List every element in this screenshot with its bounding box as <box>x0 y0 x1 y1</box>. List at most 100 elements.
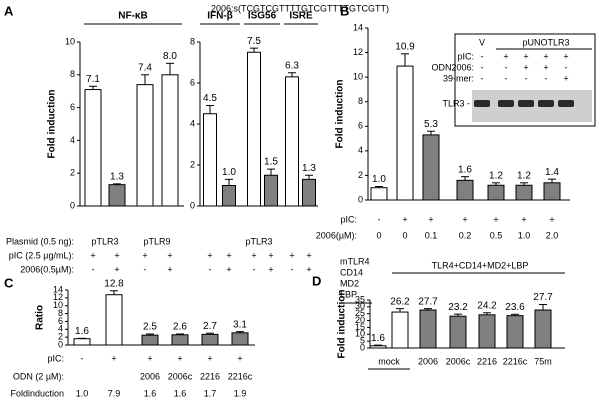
row-cell: + <box>493 214 498 224</box>
inset-row-label: 39-mer: <box>443 73 474 83</box>
y-tick-label: 12 <box>353 47 363 57</box>
row-cell: + <box>147 353 152 363</box>
bar <box>201 333 219 346</box>
x-tick-label: 2216 <box>477 356 497 366</box>
row-cell: + <box>428 214 433 224</box>
panel-letter: B <box>340 3 349 18</box>
row-cell: 2006c <box>168 371 193 381</box>
bar <box>264 174 278 207</box>
y-tick-label: 0 <box>358 194 363 204</box>
group-label: ISG56 <box>248 11 277 22</box>
row-cell: 2006 <box>140 371 160 381</box>
row-cell: - <box>92 264 95 274</box>
row-cell: 0.2 <box>459 230 472 240</box>
bar <box>105 294 123 346</box>
y-tick-label: 14 <box>53 284 63 294</box>
value-label: 1.2 <box>489 170 503 181</box>
y-tick-label: 6 <box>190 77 195 87</box>
row-cell: 1.0 <box>518 230 531 240</box>
y-tick-label: 35 <box>355 294 365 304</box>
y-tick-label: 6 <box>70 102 75 112</box>
row-cell: - <box>81 353 84 363</box>
row-cell: + <box>549 214 554 224</box>
inset-cell: + <box>543 51 548 61</box>
bar <box>422 134 440 201</box>
value-label: 1.3 <box>110 172 124 183</box>
value-label: 1.6 <box>458 164 472 175</box>
y-tick-label: 2 <box>70 168 75 178</box>
bar <box>456 179 474 201</box>
row-cell: + <box>177 353 182 363</box>
row-cell: - <box>378 214 381 224</box>
row-cell: + <box>521 214 526 224</box>
value-label: 3.1 <box>233 319 247 330</box>
bar <box>171 334 189 346</box>
value-label: 27.7 <box>533 292 553 303</box>
row-cell: + <box>402 214 407 224</box>
bar <box>419 309 437 349</box>
inset-cell: - <box>481 62 484 72</box>
y-tick-label: 10 <box>65 36 75 46</box>
row-cell: + <box>226 250 231 260</box>
group-label: ISRE <box>289 11 313 22</box>
bar <box>506 315 524 349</box>
row-cell: + <box>306 264 311 274</box>
row-cell: 1.7 <box>204 388 217 398</box>
x-tick-label: 2006c <box>446 356 471 366</box>
inset-cell: - <box>545 73 548 83</box>
y-axis-label: Fold induction <box>335 80 346 149</box>
chart-title: 2006:s(TCGTCGTTTTGTCGTTTTGTCGTT) <box>211 3 389 13</box>
y-tick-label: 20 <box>355 315 365 325</box>
row-cell: 0.5 <box>490 230 503 240</box>
y-axis-label: Fold induction <box>47 90 58 159</box>
panel-letter: D <box>312 273 321 288</box>
row-cell: 1.6 <box>144 388 157 398</box>
x-tick-label: 2006 <box>418 356 438 366</box>
x-tick-label: mock <box>378 356 400 366</box>
value-label: 7.5 <box>247 36 261 47</box>
row-cell: + <box>90 250 95 260</box>
panel-letter: A <box>4 3 14 18</box>
bar <box>203 113 217 207</box>
note-line: mTLR4 <box>340 256 370 266</box>
value-label: 2.6 <box>173 322 187 333</box>
value-label: 7.4 <box>138 62 152 73</box>
value-label: 1.3 <box>302 163 316 174</box>
row-cell: 7.9 <box>108 388 121 398</box>
value-label: 23.2 <box>448 302 468 313</box>
y-tick-label: 15 <box>355 322 365 332</box>
note-line: CD14 <box>340 267 363 277</box>
row-label: ODN (2 µM): <box>13 371 64 381</box>
y-tick-label: 2 <box>358 170 363 180</box>
row-cell: pTLR3 <box>91 236 118 246</box>
value-label: 8.0 <box>163 51 177 62</box>
inset-col-label: pUNOTLR3 <box>522 37 569 47</box>
inset-band-label: TLR3 - <box>442 98 470 108</box>
y-tick-label: 6 <box>58 316 63 326</box>
y-axis-label: Fold induction <box>337 290 348 359</box>
value-label: 10.9 <box>395 41 415 52</box>
row-cell: 0 <box>376 230 381 240</box>
row-cell: + <box>111 353 116 363</box>
row-label: 2006(0.5µM): <box>20 264 74 274</box>
y-tick-label: 8 <box>358 96 363 106</box>
inset-cell: + <box>523 51 528 61</box>
bar <box>534 309 552 349</box>
value-label: 1.2 <box>517 170 531 181</box>
bar <box>369 345 387 349</box>
row-cell: + <box>289 250 294 260</box>
y-tick-label: 4 <box>190 118 195 128</box>
bar <box>141 334 159 346</box>
value-label: 4.5 <box>203 93 217 104</box>
value-label: 2.5 <box>143 322 157 333</box>
inset-cell: + <box>563 51 568 61</box>
top-note: TLR4+CD14+MD2+LBP <box>432 260 529 270</box>
inset-cell: + <box>563 73 568 83</box>
inset-cell: - <box>565 62 568 72</box>
blot-band <box>474 100 490 107</box>
bar <box>391 311 409 349</box>
inset-cell: + <box>543 62 548 72</box>
row-cell: + <box>268 264 273 274</box>
bar <box>396 65 414 201</box>
